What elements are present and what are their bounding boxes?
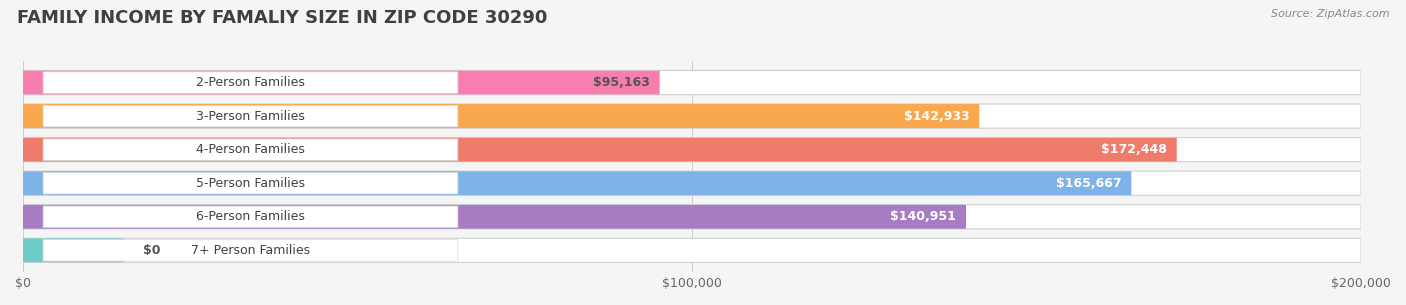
FancyBboxPatch shape: [22, 138, 1361, 162]
Text: Source: ZipAtlas.com: Source: ZipAtlas.com: [1271, 9, 1389, 19]
FancyBboxPatch shape: [22, 70, 1361, 95]
FancyBboxPatch shape: [22, 238, 1361, 262]
Text: FAMILY INCOME BY FAMALIY SIZE IN ZIP CODE 30290: FAMILY INCOME BY FAMALIY SIZE IN ZIP COD…: [17, 9, 547, 27]
Text: $95,163: $95,163: [593, 76, 650, 89]
FancyBboxPatch shape: [22, 70, 659, 95]
FancyBboxPatch shape: [44, 173, 458, 194]
FancyBboxPatch shape: [22, 104, 1361, 128]
Text: $142,933: $142,933: [904, 109, 969, 123]
FancyBboxPatch shape: [22, 205, 966, 229]
FancyBboxPatch shape: [44, 206, 458, 228]
Text: $0: $0: [143, 244, 160, 257]
Text: 2-Person Families: 2-Person Families: [195, 76, 305, 89]
FancyBboxPatch shape: [44, 240, 458, 261]
Text: 7+ Person Families: 7+ Person Families: [191, 244, 311, 257]
FancyBboxPatch shape: [22, 171, 1361, 195]
Text: $165,667: $165,667: [1056, 177, 1122, 190]
FancyBboxPatch shape: [44, 105, 458, 127]
Text: 6-Person Families: 6-Person Families: [195, 210, 305, 223]
FancyBboxPatch shape: [44, 139, 458, 160]
Text: 3-Person Families: 3-Person Families: [195, 109, 305, 123]
FancyBboxPatch shape: [22, 205, 1361, 229]
Text: 4-Person Families: 4-Person Families: [195, 143, 305, 156]
FancyBboxPatch shape: [44, 72, 458, 93]
Text: $140,951: $140,951: [890, 210, 956, 223]
Text: 5-Person Families: 5-Person Families: [195, 177, 305, 190]
Text: $172,448: $172,448: [1101, 143, 1167, 156]
FancyBboxPatch shape: [22, 138, 1177, 162]
FancyBboxPatch shape: [22, 238, 124, 262]
FancyBboxPatch shape: [22, 171, 1132, 195]
FancyBboxPatch shape: [22, 104, 979, 128]
